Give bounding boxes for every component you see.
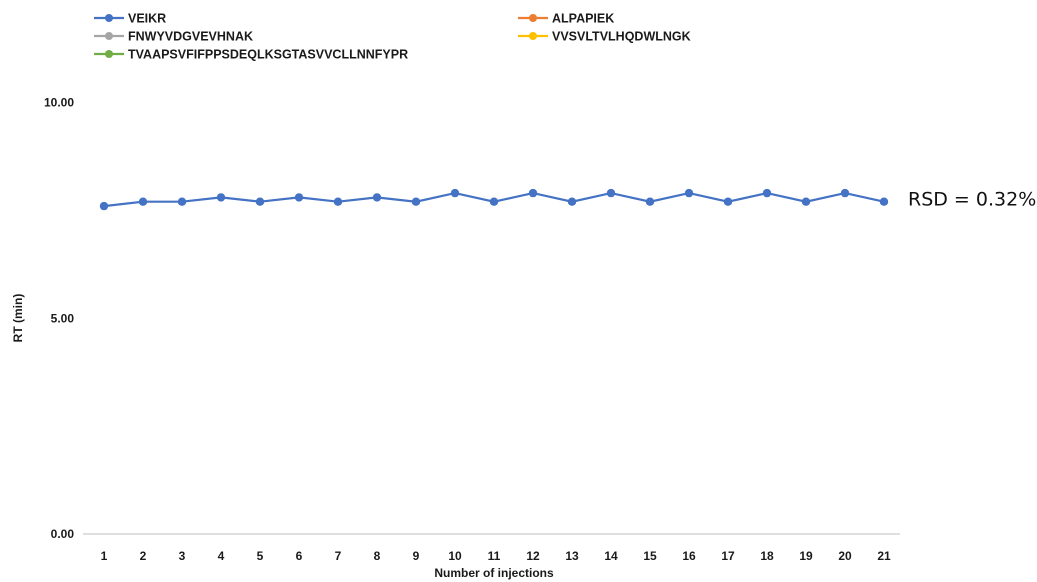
legend-label: VVSVLTVLHQDWLNGK bbox=[552, 30, 691, 44]
series-0 bbox=[99, 188, 889, 211]
x-tick-label: 18 bbox=[760, 549, 774, 563]
x-tick-label: 12 bbox=[526, 549, 540, 563]
legend-label: VEIKR bbox=[128, 12, 166, 26]
x-tick-label: 2 bbox=[140, 549, 147, 563]
x-tick-label: 15 bbox=[643, 549, 657, 563]
legend-item: ALPAPIEK bbox=[518, 12, 614, 26]
series-group bbox=[99, 188, 889, 211]
axes: 0.005.0010.0015.0020.0025.0030.0035.0040… bbox=[11, 96, 900, 580]
data-point bbox=[216, 193, 226, 202]
data-point bbox=[177, 197, 187, 206]
legend: VEIKR ALPAPIEK FNWYVDGVEVHNAK VVSVLTVLHQDWL… bbox=[94, 12, 691, 62]
y-tick-labels: 0.005.0010.0015.0020.0025.0030.0035.0040… bbox=[44, 96, 75, 542]
legend-label: TVAAPSVFIFPPSDEQLKSGTASVVCLLNNFYPR bbox=[128, 48, 408, 62]
x-tick-label: 7 bbox=[335, 549, 342, 563]
data-point bbox=[333, 197, 343, 206]
legend-swatch-marker bbox=[529, 32, 537, 40]
y-axis-title: RT (min) bbox=[11, 294, 25, 343]
x-tick-label: 17 bbox=[721, 549, 735, 563]
x-tick-label: 4 bbox=[218, 549, 225, 563]
y-tick-label: 10.00 bbox=[44, 96, 74, 110]
x-axis-title: Number of injections bbox=[434, 566, 554, 580]
legend-item: VEIKR bbox=[94, 12, 166, 26]
x-tick-label: 13 bbox=[565, 549, 579, 563]
x-tick-label: 20 bbox=[838, 549, 852, 563]
x-tick-label: 16 bbox=[682, 549, 696, 563]
x-tick-label: 8 bbox=[374, 549, 381, 563]
data-point bbox=[762, 188, 772, 198]
data-point bbox=[138, 197, 148, 206]
rsd-annotations: RSD = 0.32%RSD = 0.49%RSD = 0.49%RSD = 0… bbox=[908, 189, 1036, 211]
data-point bbox=[450, 188, 460, 198]
data-point bbox=[99, 201, 109, 211]
legend-item: TVAAPSVFIFPPSDEQLKSGTASVVCLLNNFYPR bbox=[94, 48, 408, 62]
data-point bbox=[606, 188, 616, 198]
data-point bbox=[255, 197, 265, 206]
y-tick-label: 5.00 bbox=[51, 311, 75, 325]
legend-swatch-marker bbox=[105, 14, 113, 22]
legend-swatch-marker bbox=[105, 32, 113, 40]
y-tick-label: 0.00 bbox=[51, 527, 75, 541]
legend-item: FNWYVDGVEVHNAK bbox=[94, 30, 253, 44]
x-tick-labels: 1 2 3 4 5 6 7 8 9 10 11 12 13 14 15 16 17 18 19 20 21 bbox=[101, 549, 891, 563]
legend-label: ALPAPIEK bbox=[552, 12, 614, 26]
data-point bbox=[372, 193, 382, 202]
legend-item: VVSVLTVLHQDWLNGK bbox=[518, 30, 691, 44]
x-tick-label: 6 bbox=[296, 549, 303, 563]
data-point bbox=[879, 197, 889, 206]
data-point bbox=[723, 197, 733, 206]
legend-swatch-marker bbox=[105, 50, 113, 58]
data-point bbox=[840, 188, 850, 198]
x-tick-label: 3 bbox=[179, 549, 186, 563]
data-point bbox=[684, 188, 694, 198]
x-tick-label: 11 bbox=[488, 549, 501, 563]
legend-swatch-marker bbox=[529, 14, 537, 22]
data-point bbox=[411, 197, 421, 206]
x-tick-label: 9 bbox=[413, 549, 420, 563]
x-tick-label: 19 bbox=[799, 549, 813, 563]
x-tick-label: 1 bbox=[101, 549, 108, 563]
data-point bbox=[294, 193, 304, 202]
legend-label: FNWYVDGVEVHNAK bbox=[128, 30, 253, 44]
rsd-label: RSD = 0.32% bbox=[908, 189, 1036, 211]
x-tick-label: 5 bbox=[257, 549, 264, 563]
x-tick-label: 21 bbox=[877, 549, 891, 563]
data-point bbox=[801, 197, 811, 206]
x-tick-label: 10 bbox=[448, 549, 462, 563]
x-tick-label: 14 bbox=[604, 549, 618, 563]
data-point bbox=[528, 188, 538, 198]
data-point bbox=[567, 197, 577, 206]
data-point bbox=[489, 197, 499, 206]
data-point bbox=[645, 197, 655, 206]
